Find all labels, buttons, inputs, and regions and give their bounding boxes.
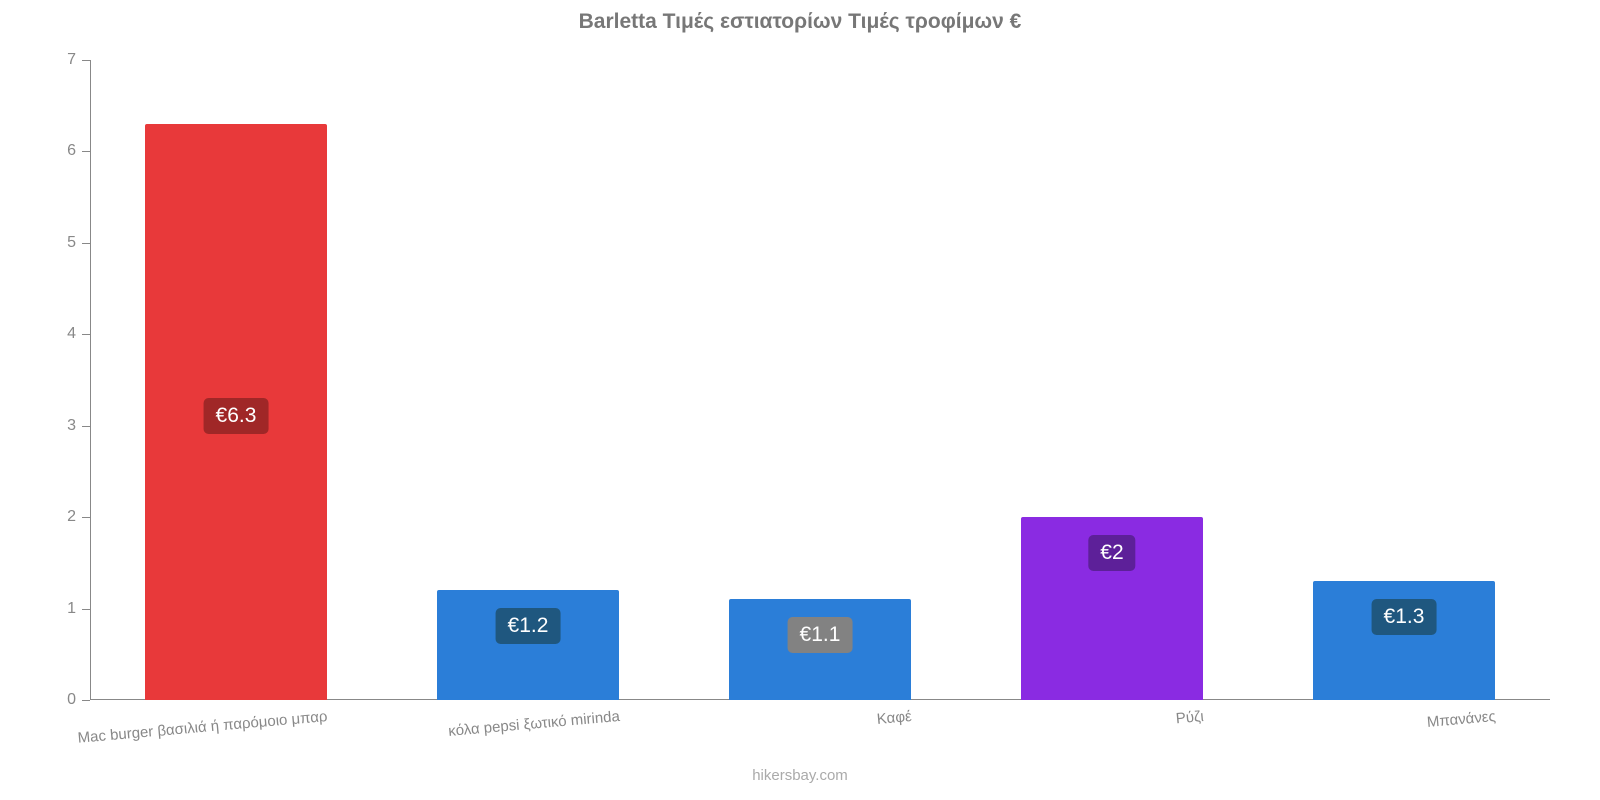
price-chart: Barletta Τιμές εστιατορίων Τιμές τροφίμω… (0, 0, 1600, 800)
x-category-label: Mac burger βασιλιά ή παρόμοιο μπαρ (77, 708, 328, 747)
bar-value-badge: €1.2 (496, 608, 561, 644)
x-category-label: Καφέ (876, 708, 912, 728)
attribution-text: hikersbay.com (0, 767, 1600, 784)
x-category-label: Μπανάνες (1426, 708, 1496, 731)
plot-area: 01234567€6.3Mac burger βασιλιά ή παρόμοι… (90, 60, 1550, 700)
y-tick (82, 60, 90, 61)
y-tick-label: 5 (67, 234, 76, 252)
y-tick (82, 517, 90, 518)
y-tick (82, 334, 90, 335)
y-tick (82, 151, 90, 152)
bar: €1.3 (1313, 581, 1494, 700)
x-category-label: Ρύζι (1175, 708, 1204, 727)
y-tick (82, 700, 90, 701)
y-tick-label: 2 (67, 508, 76, 526)
bar-value-badge: €1.1 (788, 617, 853, 653)
bar-value-badge: €6.3 (204, 398, 269, 434)
bar: €2 (1021, 517, 1202, 700)
y-tick (82, 609, 90, 610)
y-tick (82, 243, 90, 244)
y-tick-label: 6 (67, 142, 76, 160)
bar-value-badge: €2 (1088, 535, 1135, 571)
bar: €6.3 (145, 124, 326, 700)
x-category-label: κόλα pepsi ξωτικό mirinda (447, 708, 620, 740)
bar: €1.2 (437, 590, 618, 700)
y-tick-label: 1 (67, 600, 76, 618)
y-tick-label: 7 (67, 51, 76, 69)
bar: €1.1 (729, 599, 910, 700)
y-axis-line (90, 60, 91, 700)
bar-value-badge: €1.3 (1372, 599, 1437, 635)
y-tick (82, 426, 90, 427)
y-tick-label: 4 (67, 325, 76, 343)
y-tick-label: 0 (67, 691, 76, 709)
y-tick-label: 3 (67, 417, 76, 435)
chart-title: Barletta Τιμές εστιατορίων Τιμές τροφίμω… (0, 10, 1600, 34)
